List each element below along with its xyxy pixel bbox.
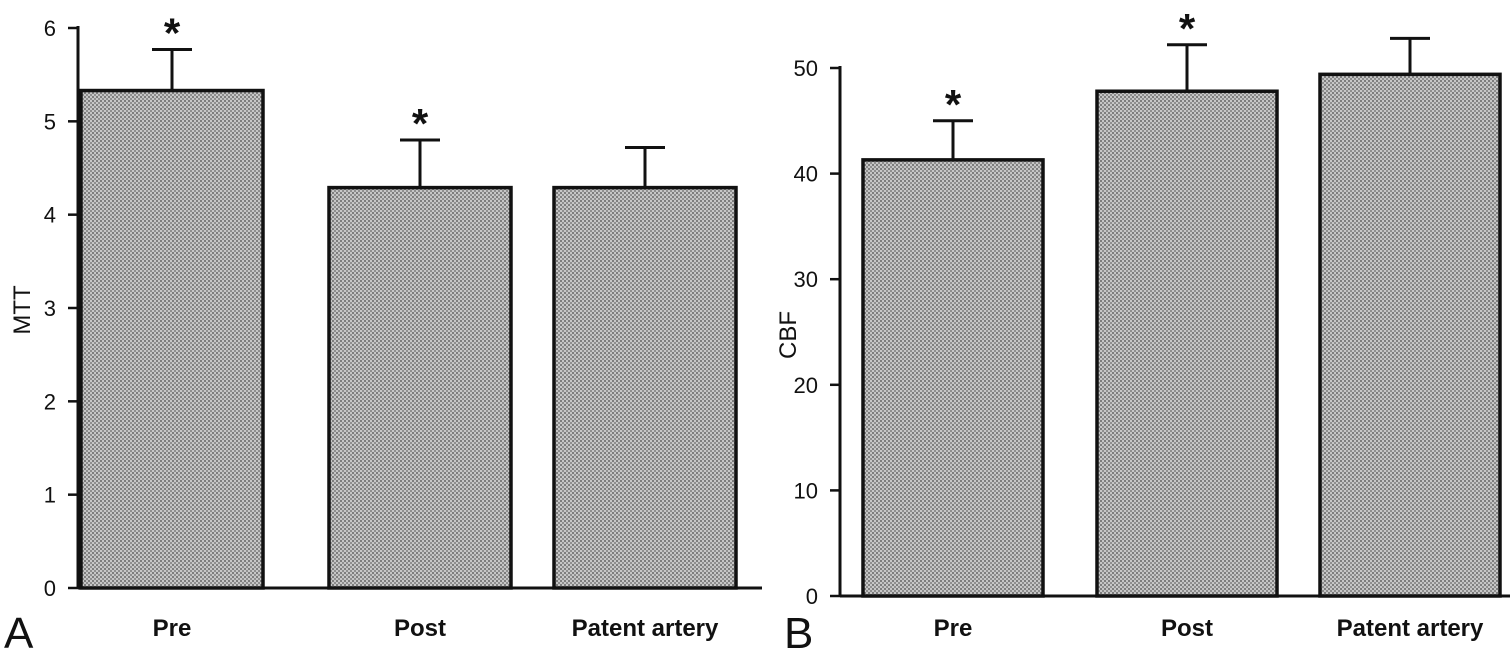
y-tick-label: 50 <box>794 56 818 81</box>
y-tick-label: 30 <box>794 267 818 292</box>
significance-marker: * <box>945 81 962 128</box>
y-tick-label: 0 <box>806 584 818 609</box>
significance-marker: * <box>164 9 181 56</box>
x-category-label: Post <box>394 615 446 642</box>
y-tick-label: 6 <box>44 16 56 41</box>
y-tick-label: 1 <box>44 483 56 508</box>
y-tick-label: 40 <box>794 162 818 187</box>
bar <box>861 158 1045 598</box>
bar <box>79 88 265 590</box>
y-tick-label: 2 <box>44 389 56 414</box>
significance-marker: * <box>412 100 429 147</box>
y-tick-label: 0 <box>44 576 56 601</box>
y-tick-label: 5 <box>44 109 56 134</box>
x-category-label: Patent artery <box>572 615 719 642</box>
y-tick-label: 3 <box>44 296 56 321</box>
bar <box>552 185 738 590</box>
bar <box>1318 72 1502 598</box>
y-tick-label: 20 <box>794 373 818 398</box>
y-tick-label: 10 <box>794 478 818 503</box>
chart-panel-a: 0 1 2 3 4 5 6 MTT A * Pre * Post Patent artery <box>4 9 762 654</box>
panel-label: B <box>784 609 813 654</box>
y-tick-label: 4 <box>44 203 56 228</box>
significance-marker: * <box>1179 5 1196 52</box>
x-category-label: Pre <box>153 615 192 642</box>
x-category-label: Pre <box>934 615 973 642</box>
chart-panel-b: 0 10 20 30 40 50 CBF B * Pre * Post Patent artery <box>775 5 1510 654</box>
x-category-label: Patent artery <box>1337 615 1484 642</box>
y-axis-title: MTT <box>9 285 36 335</box>
x-category-label: Post <box>1161 615 1213 642</box>
panel-label: A <box>4 609 34 654</box>
y-axis-title: CBF <box>775 311 802 359</box>
bar <box>1095 89 1279 598</box>
bar <box>327 185 513 590</box>
